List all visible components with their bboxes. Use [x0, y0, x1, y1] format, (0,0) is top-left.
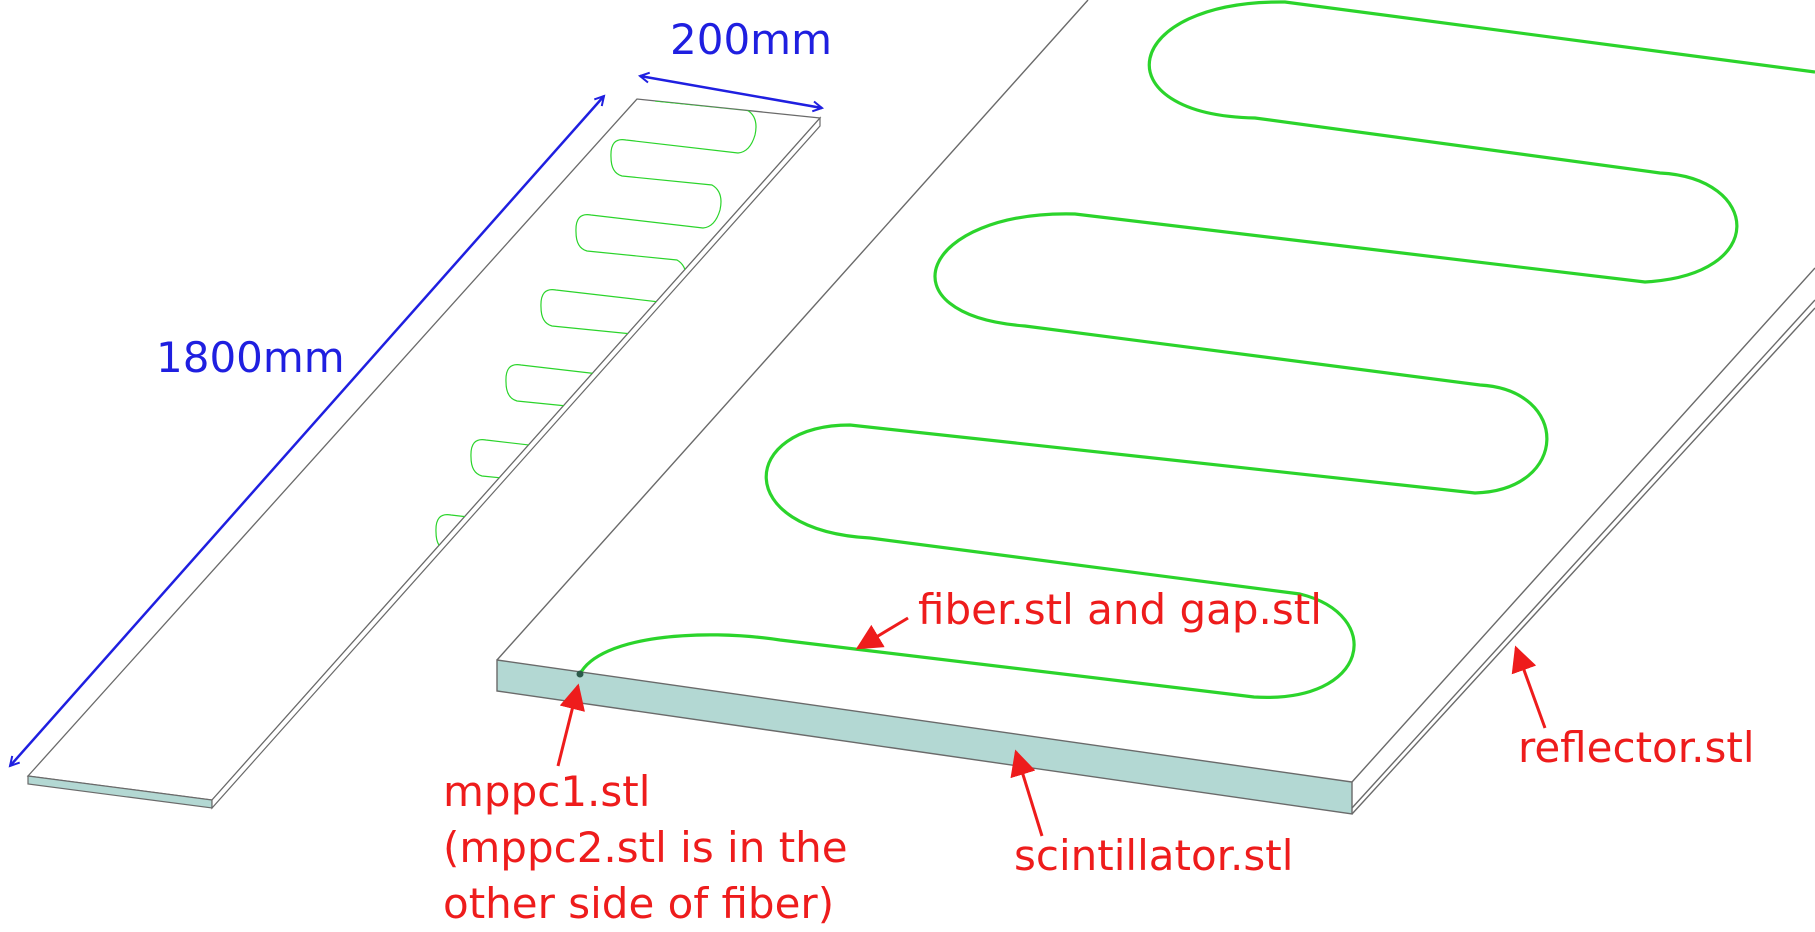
mppc-label-line3: other side of fiber) — [443, 879, 834, 928]
width-dimension-arrow — [640, 76, 822, 108]
length-dimension-arrow — [10, 96, 604, 766]
reflector-callout-arrow — [1511, 645, 1547, 729]
mppc-marker — [576, 670, 584, 678]
mppc-label-line1: mppc1.stl — [443, 767, 650, 816]
mppc-label-line2: (mppc2.stl is in the — [443, 823, 848, 872]
scintillator-label: scintillator.stl — [1014, 831, 1293, 880]
reflector-label: reflector.stl — [1518, 723, 1755, 772]
fiber-label: fiber.stl and gap.stl — [918, 585, 1322, 634]
fiber-callout-arrow — [855, 616, 909, 650]
width-dimension-label: 200mm — [670, 15, 832, 64]
reflector-edge-outer — [1351, 307, 1815, 815]
detail-fiber — [578, 0, 1815, 699]
reflector-edge-inner — [1351, 299, 1815, 809]
overview-plate — [26, 98, 822, 810]
detail-plate-front-edge — [1351, 267, 1815, 783]
detail-plate — [496, 0, 1815, 815]
length-dimension-label: 1800mm — [156, 333, 345, 382]
scintillator-callout-arrow — [1010, 749, 1044, 837]
detail-plate-back-edge — [496, 0, 1089, 661]
mppc-callout-arrow — [556, 683, 585, 767]
